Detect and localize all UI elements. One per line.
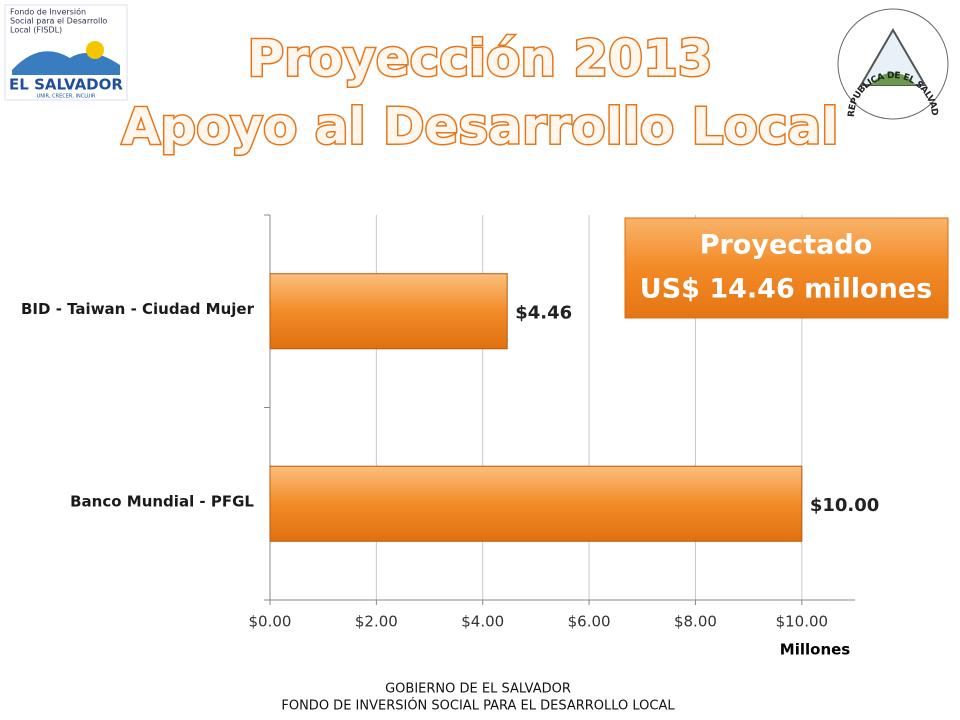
x-tick-label: $4.00 [461,613,504,631]
x-tick-label: $0.00 [249,613,292,631]
value-label: $4.46 [515,302,572,323]
logo-text: Social para el Desarrollo [10,17,107,26]
logo-name: EL SALVADOR [9,76,123,94]
x-tick-label: $2.00 [355,613,398,631]
title-line: Apoyo al Desarrollo Local [122,98,839,156]
y-tick-label: Banco Mundial - PFGL [70,492,254,510]
x-tick-label: $6.00 [568,613,611,631]
value-label: $10.00 [810,495,879,516]
annotation-box [624,217,949,319]
logo-text: Fondo de Inversión [10,7,86,17]
bar [269,273,508,350]
logo-text: Local (FISDL) [10,26,62,35]
x-tick-label: $8.00 [674,613,717,631]
x-tick-label: $10.00 [776,613,829,631]
footer-text: GOBIERNO DE EL SALVADOR [385,682,571,697]
annotation-text: US$ 14.46 millones [640,274,932,305]
footer-text: FONDO DE INVERSIÓN SOCIAL PARA EL DESARR… [281,698,675,714]
logo-motto: UNIR, CRECER, INCLUIR [37,94,96,100]
title-line: Proyección 2013 [247,30,712,88]
seal-volcano [870,72,916,85]
logo-sun [86,41,104,59]
bar [269,465,803,542]
logo-frame [4,4,128,101]
y-tick-label: BID - Taiwan - Ciudad Mujer [21,300,255,318]
annotation-text: Proyectado [700,230,873,261]
chart: $0.00 $2.00 $4.00 $6.00 $8.00 $10.00 Millones $… [21,214,879,659]
logo: Fondo de Inversión Social para el Desarr… [4,4,128,101]
x-axis-title: Millones [780,641,851,659]
